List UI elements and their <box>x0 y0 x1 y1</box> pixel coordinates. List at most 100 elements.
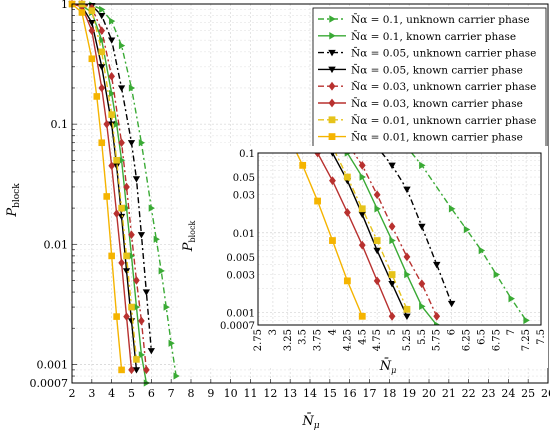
series-line <box>71 3 133 370</box>
legend-marker <box>329 32 336 40</box>
inset-data-point-marker <box>388 162 396 170</box>
data-point-marker <box>163 303 170 311</box>
inset-data-point-marker <box>329 237 336 244</box>
x-tick-label: 22 <box>462 387 476 400</box>
inset-data-point-marker <box>434 321 441 325</box>
series-line <box>81 3 153 351</box>
data-point-marker <box>123 252 130 260</box>
inset-data-point-marker <box>418 279 426 289</box>
data-point-marker <box>132 367 141 374</box>
data-point-marker <box>108 161 115 171</box>
inset-data-point-marker <box>314 153 321 158</box>
inset-data-point-marker <box>240 70 247 77</box>
legend-entry: N̄α = 0.03, known carrier phase <box>318 97 523 110</box>
data-point-marker <box>103 119 111 129</box>
series-3 <box>78 1 155 355</box>
legend-marker <box>329 15 336 23</box>
inset-data-point-marker <box>239 70 246 76</box>
legend-marker <box>328 81 336 91</box>
inset-data-point-marker <box>374 205 381 213</box>
inset-data-point-marker <box>299 125 306 134</box>
data-point-marker <box>113 313 120 320</box>
series-7 <box>78 0 140 363</box>
inset-data-point-marker <box>314 197 321 205</box>
data-point-marker <box>173 372 180 380</box>
inset-data-point-marker <box>388 271 396 278</box>
data-point-marker <box>123 182 130 192</box>
inset-data-point-marker <box>447 300 456 308</box>
x-tick-label: 24 <box>501 387 515 400</box>
data-point-marker <box>98 13 106 20</box>
inset-tick-labels: 2.75 3 3.25 3.5 3.75 4 4.25 4.5 4.75 5 5.25 5.5 5.75… <box>220 149 547 351</box>
inset-y-tick-label: 0.1 <box>239 149 255 160</box>
inset-data-point-marker <box>463 225 471 234</box>
inset-data-point-marker <box>358 240 366 250</box>
data-point-marker <box>148 204 155 212</box>
data-point-marker <box>99 5 106 14</box>
x-tick-label: 13 <box>283 387 297 400</box>
legend-entry: N̄α = 0.01, known carrier phase <box>318 131 523 144</box>
data-point-marker <box>168 339 175 347</box>
data-point-marker <box>132 176 141 183</box>
data-point-marker <box>153 235 160 243</box>
data-point-marker <box>108 252 115 260</box>
legend-label: N̄α = 0.01, known carrier phase <box>351 131 523 144</box>
inset-data-point-marker <box>211 69 217 76</box>
inset-y-axis-label-sub: block <box>188 221 197 243</box>
inset-y-tick-label: 0.005 <box>226 253 255 264</box>
inset-data-point-marker <box>403 305 411 313</box>
inset-series-line <box>353 153 438 317</box>
inset-y-tick-label: 0.0007 <box>220 321 255 332</box>
legend-marker <box>328 116 336 124</box>
inset-x-tick-label: 4.25 <box>342 329 353 351</box>
x-tick-label: 21 <box>442 387 456 400</box>
inset-data-point-marker <box>358 211 367 219</box>
data-point-marker <box>133 276 140 285</box>
data-point-marker <box>98 48 106 56</box>
inset-plot-area <box>211 69 530 325</box>
inset-x-tick-label: 3.75 <box>313 329 324 351</box>
inset-data-point-marker <box>403 313 411 321</box>
inset-data-point-marker <box>358 312 366 320</box>
y-axis-label-sub: block <box>12 183 22 208</box>
x-tick-label: 8 <box>188 387 195 400</box>
legend-entry: N̄α = 0.03, unknown carrier phase <box>318 80 536 93</box>
x-tick-label: 14 <box>303 387 317 400</box>
legend-label: N̄α = 0.01, unknown carrier phase <box>351 114 536 127</box>
y-tick-label: 0.01 <box>44 238 69 251</box>
inset-data-point-marker <box>373 247 381 255</box>
inset-data-point-marker <box>388 281 396 288</box>
data-point-marker <box>127 318 136 325</box>
inset-x-tick-label: 7.5 <box>536 329 547 345</box>
x-tick-label: 15 <box>323 387 337 400</box>
series-line <box>71 3 138 370</box>
y-tick-label: 0.1 <box>51 118 69 131</box>
inset-data-point-marker <box>358 205 366 213</box>
inset-data-point-marker <box>373 276 381 286</box>
inset-data-point-marker <box>373 190 381 200</box>
inset-data-point-marker <box>343 208 351 217</box>
inset-x-axis-label-main: N̄ <box>379 358 392 374</box>
legend-marker <box>328 133 336 140</box>
legend-entry: N̄α = 0.05, unknown carrier phase <box>318 47 536 60</box>
inset-x-tick-label: 2.75 <box>253 329 264 351</box>
inset-y-tick-label: 0.01 <box>233 229 255 240</box>
inset-data-point-marker <box>478 246 486 255</box>
inset-data-point-marker <box>270 75 276 82</box>
x-tick-label: 5 <box>128 387 135 400</box>
data-point-marker <box>138 139 146 147</box>
inset-data-point-marker <box>433 311 441 321</box>
data-point-marker <box>123 204 131 212</box>
y-tick-label: 0.0007 <box>30 377 69 390</box>
data-point-marker <box>93 93 101 100</box>
inset-x-tick-label: 5.5 <box>417 329 428 345</box>
y-axis-label: Pblock <box>5 183 22 218</box>
inset-data-point-marker <box>330 153 335 157</box>
inset-data-point-marker <box>239 72 246 78</box>
data-point-marker <box>98 139 106 147</box>
legend-box <box>312 7 547 149</box>
inset-x-tick-label: 5.25 <box>402 329 413 351</box>
y-axis-label-main: P <box>5 208 20 218</box>
x-tick-label: 6 <box>148 387 155 400</box>
